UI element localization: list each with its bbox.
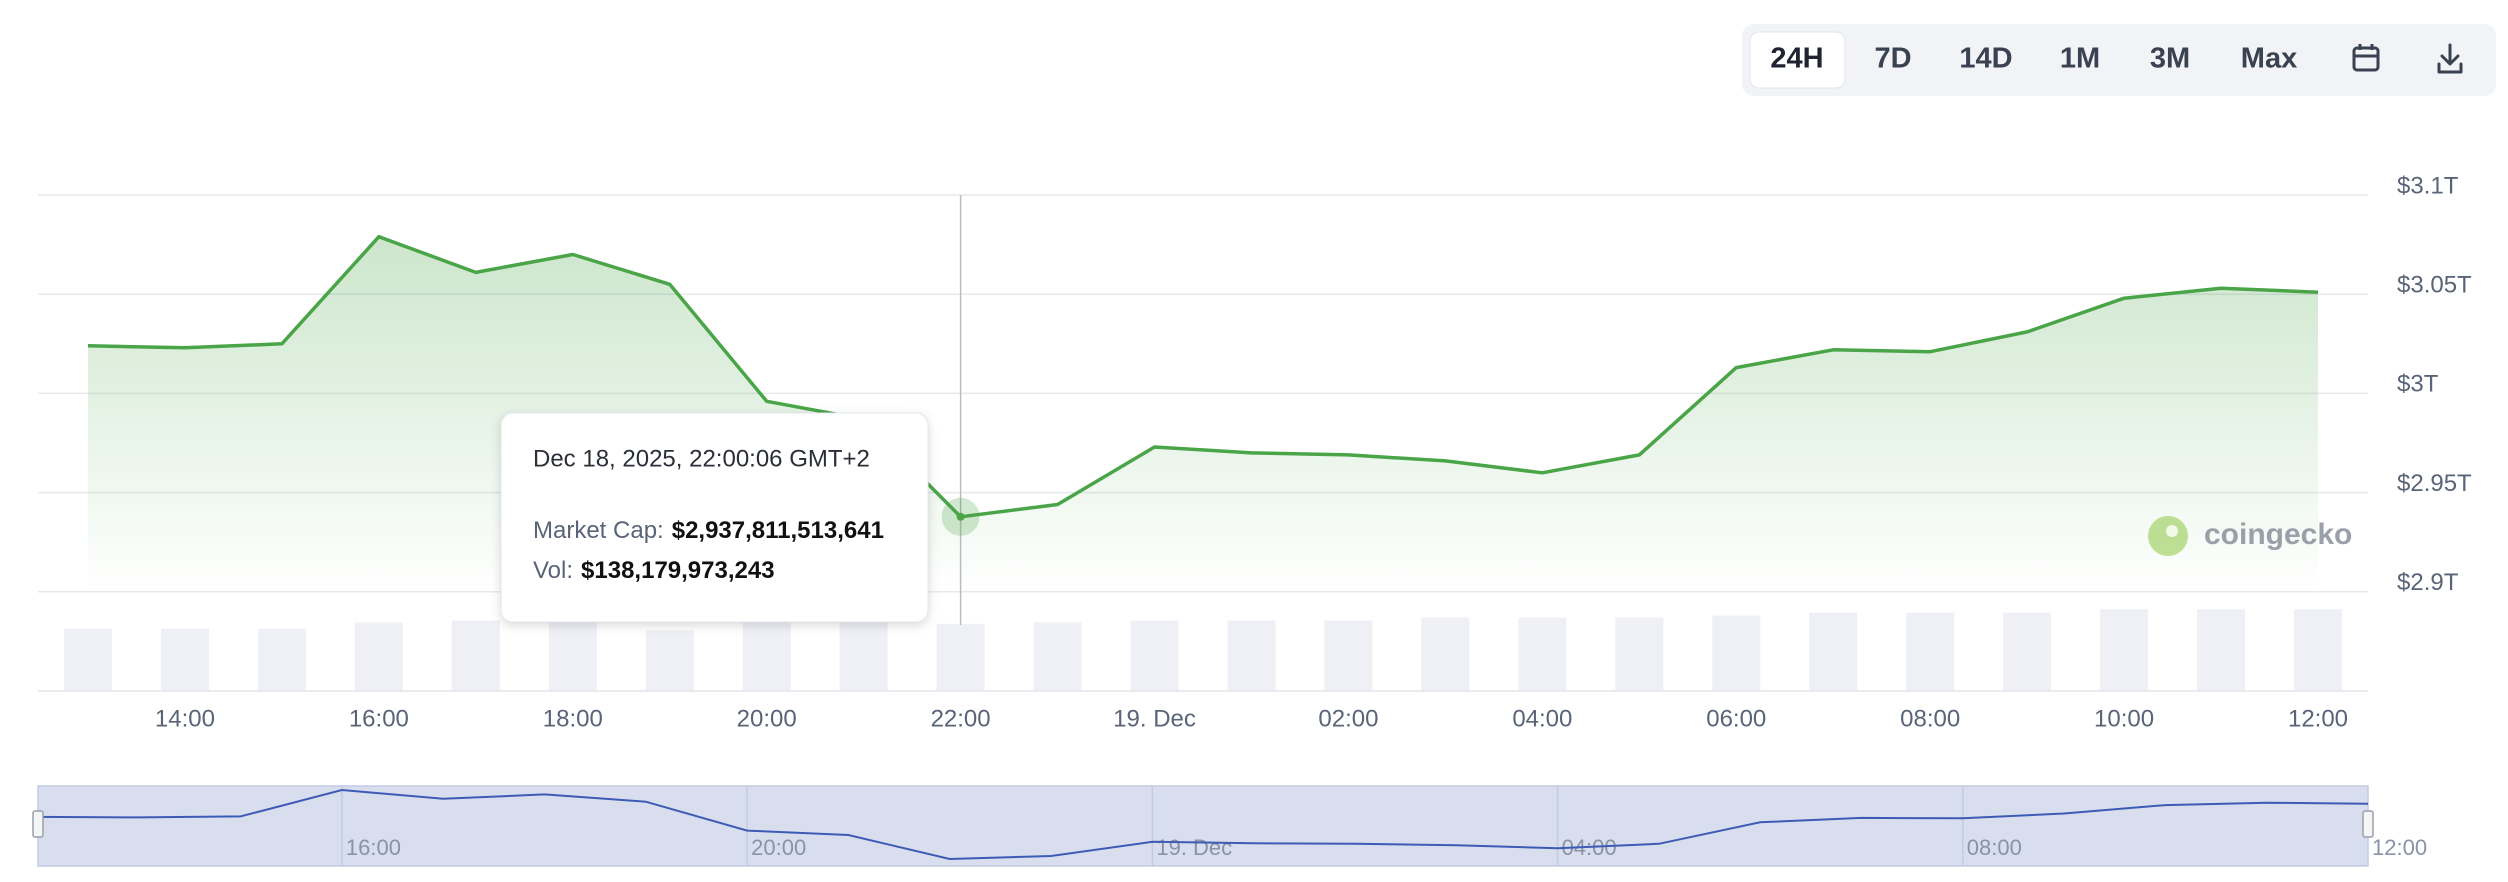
- navigator-line: [37, 788, 2369, 861]
- x-tick-label: 18:00: [543, 705, 603, 732]
- volume-bar: [1518, 617, 1567, 691]
- volume-bar: [1324, 620, 1373, 691]
- y-tick-label: $2.9T: [2397, 569, 2459, 596]
- x-tick-label: 12:00: [2288, 705, 2348, 732]
- range-toolbar: [1742, 24, 2496, 96]
- volume-bar: [2003, 612, 2052, 691]
- hover-point: [956, 512, 965, 521]
- volume-bar: [160, 628, 209, 691]
- volume-bar: [1906, 612, 1955, 691]
- x-tick-label: 02:00: [1318, 705, 1378, 732]
- grid-layer: $2.9T $2.95T $3T $3.05T $3.1T 14:00 16:00 18:00…: [38, 172, 2472, 732]
- navigator: 16:00 20:00 19. Dec 04:00 08:00 12:00: [32, 785, 2427, 867]
- tooltip-volume-label: Vol:: [533, 557, 573, 584]
- volume-bar: [742, 622, 791, 691]
- y-tick-label: $3T: [2397, 371, 2439, 398]
- range-button[interactable]: Max: [2241, 43, 2297, 75]
- tooltip-box: [500, 412, 929, 623]
- volume-bar: [1421, 617, 1470, 691]
- tooltip-market-cap-label: Market Cap:: [533, 517, 664, 544]
- range-button[interactable]: 7D: [1874, 43, 1911, 75]
- x-tick-label: 08:00: [1900, 705, 1960, 732]
- x-tick-label: 06:00: [1706, 705, 1766, 732]
- x-tick-label: 16:00: [349, 705, 409, 732]
- volume-bar: [1227, 620, 1276, 691]
- calendar-icon[interactable]: [2352, 44, 2380, 72]
- navigator-handle[interactable]: [2362, 810, 2374, 838]
- active-button-bg: [1749, 31, 1846, 89]
- volume-bar: [1615, 617, 1664, 691]
- navigator-handle[interactable]: [32, 810, 44, 838]
- watermark-text: coingecko: [2204, 518, 2352, 551]
- x-tick-label: 20:00: [737, 705, 797, 732]
- tooltip-title: Dec 18, 2025, 22:00:06 GMT+2: [533, 445, 870, 472]
- volume-bar: [354, 622, 403, 691]
- volume-bar: [2294, 609, 2342, 691]
- x-tick-label: 19. Dec: [1113, 705, 1196, 732]
- line-layer: [87, 195, 2319, 625]
- volume-bar: [1712, 615, 1761, 691]
- volume-bar: [936, 623, 985, 691]
- range-button[interactable]: 14D: [1959, 43, 2012, 75]
- volume-bar: [2197, 609, 2246, 691]
- y-tick-label: $3.05T: [2397, 272, 2472, 299]
- volume-bar: [2100, 609, 2149, 691]
- volume-bar: [1809, 612, 1858, 691]
- volume-bar: [839, 622, 888, 691]
- range-button[interactable]: 3M: [2150, 43, 2190, 75]
- volume-bar: [1130, 620, 1179, 691]
- x-tick-label: 10:00: [2094, 705, 2154, 732]
- navigator-label: 08:00: [1967, 835, 2022, 860]
- volume-bar: [257, 628, 306, 691]
- volume-bar: [64, 628, 112, 691]
- range-button[interactable]: 1M: [2060, 43, 2100, 75]
- tooltip-market-cap-row: Market Cap: $2,937,811,513,641: [533, 517, 884, 544]
- navigator-label: 20:00: [751, 835, 806, 860]
- tooltip-volume-row: Vol: $138,179,973,243: [533, 557, 775, 584]
- tooltip-market-cap-value: $2,937,811,513,641: [672, 517, 884, 544]
- navigator-label: 19. Dec: [1156, 835, 1232, 860]
- navigator-label: 16:00: [346, 835, 401, 860]
- tooltip-layer: Dec 18, 2025, 22:00:06 GMT+2 Market Cap: $…: [500, 412, 929, 623]
- volume-bar: [548, 622, 597, 691]
- watermark: coingecko: [2148, 516, 2352, 556]
- navigator-label: 12:00: [2372, 835, 2427, 860]
- x-tick-label: 04:00: [1512, 705, 1572, 732]
- volume-bar: [451, 620, 500, 691]
- x-tick-label: 22:00: [931, 705, 991, 732]
- tooltip-volume-value: $138,179,973,243: [581, 557, 775, 584]
- y-tick-label: $3.1T: [2397, 172, 2459, 199]
- download-icon[interactable]: [2437, 43, 2463, 74]
- volume-bar: [1033, 622, 1082, 691]
- volume-bar: [645, 630, 694, 691]
- area: [88, 236, 2318, 592]
- y-tick-label: $2.95T: [2397, 470, 2472, 497]
- volume-layer: [64, 609, 2342, 691]
- range-button[interactable]: 24H: [1770, 43, 1823, 75]
- line: [87, 234, 2319, 519]
- x-tick-label: 14:00: [155, 705, 215, 732]
